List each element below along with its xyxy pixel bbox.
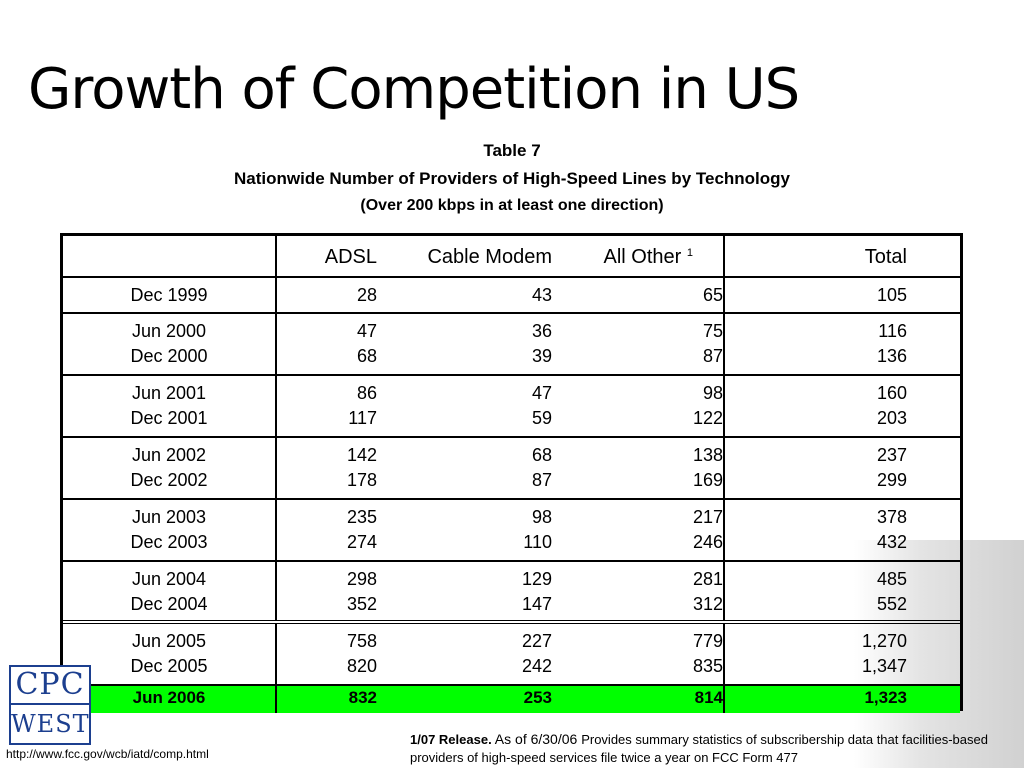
table-row: Jun 2000 Dec 2000 47 68 36 39 75 87 116 136 — [63, 314, 960, 376]
header-adsl: ADSL — [324, 246, 377, 268]
adsl-value: 274 — [346, 532, 377, 552]
cable-value: 36 — [531, 321, 552, 341]
total-value: 299 — [876, 470, 907, 490]
row-date: Dec 2004 — [130, 594, 208, 614]
cable-value: 43 — [531, 285, 552, 305]
cable-value: 110 — [523, 532, 552, 552]
row-date: Jun 2006 — [63, 686, 277, 713]
table-caption-subtitle: (Over 200 kbps in at least one direction… — [360, 197, 664, 214]
row-date: Jun 2001 — [131, 383, 207, 403]
cable-value: 253 — [523, 688, 552, 707]
header-blank — [63, 236, 277, 276]
row-date: Dec 2005 — [130, 656, 208, 676]
table-header-row: ADSL Cable Modem All Other 1 Total — [63, 236, 960, 278]
row-date: Jun 2004 — [131, 569, 207, 589]
other-value: 138 — [692, 445, 723, 465]
table-row: Jun 2001 Dec 2001 86 117 47 59 98 122 160 203 — [63, 376, 960, 438]
footnote-marker: 1 — [686, 247, 693, 259]
total-value: 160 — [876, 383, 907, 403]
row-date: Jun 2003 — [131, 507, 207, 527]
release-note: 1/07 Release. As of 6/30/06 Provides sum… — [410, 730, 1000, 767]
logo-line-2: WEST — [11, 710, 90, 738]
table-row: Jun 2003 Dec 2003 235 274 98 110 217 246 378… — [63, 500, 960, 562]
other-value: 246 — [692, 532, 723, 552]
cable-value: 59 — [531, 408, 552, 428]
row-date: Dec 2000 — [130, 346, 208, 366]
total-value: 105 — [876, 285, 907, 305]
other-value: 835 — [692, 656, 723, 676]
table-row: Jun 2004 Dec 2004 298 352 129 147 281 312 48… — [63, 562, 960, 624]
adsl-value: 352 — [346, 594, 377, 614]
adsl-value: 832 — [348, 688, 377, 707]
header-total: Total — [864, 246, 907, 268]
total-value: 1,323 — [864, 688, 907, 707]
source-url[interactable]: http://www.fcc.gov/wcb/iatd/comp.html — [6, 747, 209, 761]
cable-value: 98 — [531, 507, 552, 527]
other-value: 98 — [702, 383, 723, 403]
header-cable-modem: Cable Modem — [427, 246, 552, 268]
adsl-value: 820 — [346, 656, 377, 676]
cable-value: 242 — [521, 656, 552, 676]
adsl-value: 68 — [356, 346, 377, 366]
adsl-value: 178 — [346, 470, 377, 490]
other-value: 779 — [692, 631, 723, 651]
other-value: 281 — [692, 569, 723, 589]
other-value: 312 — [692, 594, 723, 614]
adsl-value: 86 — [356, 383, 377, 403]
adsl-value: 47 — [356, 321, 377, 341]
release-label: 1/07 Release. — [410, 732, 492, 747]
cable-value: 68 — [531, 445, 552, 465]
other-value: 217 — [692, 507, 723, 527]
total-value: 432 — [876, 532, 907, 552]
cable-value: 39 — [531, 346, 552, 366]
other-value: 814 — [552, 686, 725, 713]
row-date: Dec 2002 — [130, 470, 208, 490]
adsl-value: 117 — [348, 408, 377, 428]
adsl-value: 235 — [346, 507, 377, 527]
row-date: Dec 1999 — [130, 285, 208, 305]
providers-table: ADSL Cable Modem All Other 1 Total Dec 1… — [60, 233, 963, 713]
row-date: Dec 2003 — [130, 532, 208, 552]
table-caption-title: Nationwide Number of Providers of High-S… — [233, 169, 791, 188]
other-value: 65 — [702, 285, 723, 305]
logo-line-1: CPC — [11, 667, 89, 705]
adsl-value: 142 — [346, 445, 377, 465]
adsl-value: 758 — [346, 631, 377, 651]
other-value: 122 — [692, 408, 723, 428]
total-value: 237 — [876, 445, 907, 465]
release-date: As of 6/30/06 — [491, 731, 582, 747]
other-value: 169 — [692, 470, 723, 490]
release-description: Provides summary statistics of subscribe… — [410, 732, 988, 765]
cable-value: 87 — [531, 470, 552, 490]
total-value: 1,270 — [861, 631, 907, 651]
table-row-highlight: Jun 2006 832 253 814 1,323 — [63, 686, 960, 713]
total-value: 485 — [876, 569, 907, 589]
header-all-other: All Other 1 — [552, 236, 725, 276]
table-row: Jun 2005 Dec 2005 758 820 227 242 779 835 1,… — [63, 624, 960, 686]
total-value: 552 — [876, 594, 907, 614]
row-date: Dec 2001 — [130, 408, 208, 428]
table-caption-number: Table 7 — [483, 141, 541, 160]
total-value: 378 — [876, 507, 907, 527]
table-row: Jun 2002 Dec 2002 142 178 68 87 138 169 237 2… — [63, 438, 960, 500]
cable-value: 129 — [521, 569, 552, 589]
cpc-west-logo: CPC WEST — [9, 665, 91, 745]
total-value: 203 — [876, 408, 907, 428]
other-value: 87 — [702, 346, 723, 366]
cable-value: 47 — [531, 383, 552, 403]
total-value: 116 — [878, 321, 907, 341]
cable-value: 227 — [521, 631, 552, 651]
adsl-value: 28 — [356, 285, 377, 305]
cable-value: 147 — [521, 594, 552, 614]
slide-title: Growth of Competition in US — [28, 57, 800, 122]
adsl-value: 298 — [346, 569, 377, 589]
total-value: 136 — [876, 346, 907, 366]
row-date: Jun 2002 — [131, 445, 207, 465]
building-decoration — [854, 540, 1024, 768]
row-date: Jun 2005 — [131, 631, 207, 651]
other-value: 75 — [702, 321, 723, 341]
row-date: Jun 2000 — [131, 321, 207, 341]
total-value: 1,347 — [861, 656, 907, 676]
table-row: Dec 1999 28 43 65 105 — [63, 278, 960, 314]
